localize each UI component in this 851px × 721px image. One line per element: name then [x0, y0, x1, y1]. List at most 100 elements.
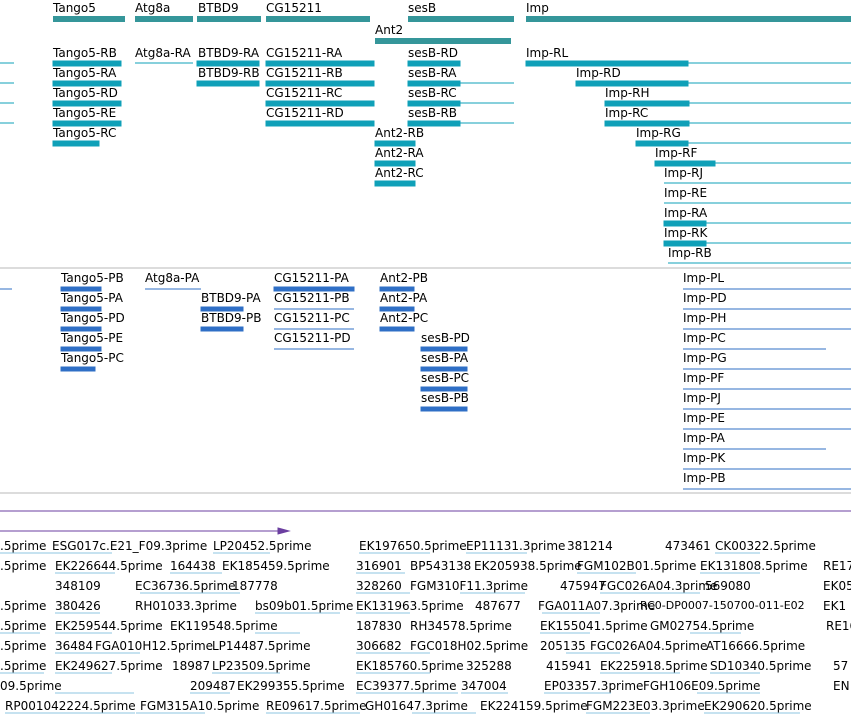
- gene-label-ant2[interactable]: Ant2: [375, 23, 404, 37]
- transcript-label[interactable]: Imp-RE: [664, 186, 708, 200]
- transcript-label[interactable]: Imp-RK: [664, 226, 708, 240]
- est-label[interactable]: 316901: [356, 559, 402, 573]
- est-label[interactable]: EK299355.5prime: [237, 679, 345, 693]
- transcript-label[interactable]: Tango5-RC: [53, 126, 117, 140]
- protein-label[interactable]: BTBD9-PA: [201, 291, 261, 305]
- transcript-label[interactable]: Atg8a-RA: [135, 46, 191, 60]
- est-label[interactable]: EK131963.5prime: [356, 599, 464, 613]
- protein-label[interactable]: Imp-PE: [683, 411, 725, 425]
- est-label[interactable]: EK259544.5prime: [55, 619, 163, 633]
- protein-label[interactable]: Atg8a-PA: [145, 271, 200, 285]
- est-label[interactable]: EC36736.5prime: [135, 579, 236, 593]
- est-label[interactable]: EK05: [823, 579, 851, 593]
- transcript-label[interactable]: sesB-RA: [408, 66, 457, 80]
- transcript-label[interactable]: CG15211-RD: [266, 106, 344, 120]
- protein-label[interactable]: CG15211-PC: [274, 311, 350, 325]
- est-label[interactable]: RE09617.5prime: [266, 699, 367, 713]
- protein-label[interactable]: CG15211-PA: [274, 271, 349, 285]
- est-label[interactable]: FGA010H12.5prime: [95, 639, 214, 653]
- est-label[interactable]: 18987: [172, 659, 211, 673]
- protein-label[interactable]: Ant2-PC: [380, 311, 429, 325]
- est-label[interactable]: EK197650.5prime: [359, 539, 467, 553]
- est-label[interactable]: 380426: [55, 599, 101, 613]
- protein-label[interactable]: CG15211-PD: [274, 331, 351, 345]
- gene-label-atg8a[interactable]: Atg8a: [135, 1, 171, 15]
- est-label[interactable]: RE16: [826, 619, 851, 633]
- est-label[interactable]: FGC026A04.5prime: [590, 639, 708, 653]
- est-label[interactable]: RC0-DP0007-150700-011-E02: [640, 599, 805, 612]
- est-label[interactable]: FGA011A07.3prime: [538, 599, 656, 613]
- est-label[interactable]: EK224159.5prime: [480, 699, 588, 713]
- est-label[interactable]: EK155041.5prime: [540, 619, 648, 633]
- gene-label-btbd9[interactable]: BTBD9: [198, 1, 239, 15]
- gene-label-imp[interactable]: Imp: [526, 1, 549, 15]
- est-label[interactable]: 325288: [466, 659, 512, 673]
- protein-label[interactable]: BTBD9-PB: [201, 311, 262, 325]
- est-label[interactable]: 187830: [356, 619, 402, 633]
- est-label[interactable]: EK205938.5prime: [474, 559, 582, 573]
- transcript-label[interactable]: Imp-RH: [605, 86, 650, 100]
- protein-label[interactable]: CG15211-PB: [274, 291, 350, 305]
- est-label[interactable]: EK119548.5prime: [170, 619, 278, 633]
- est-label[interactable]: 328260: [356, 579, 402, 593]
- est-label[interactable]: FGM310F11.3prime: [410, 579, 529, 593]
- transcript-label[interactable]: Tango5-RE: [53, 106, 117, 120]
- est-label[interactable]: 09.5prime: [0, 679, 62, 693]
- est-label[interactable]: 187778: [232, 579, 278, 593]
- est-label[interactable]: EP11131.3prime: [466, 539, 566, 553]
- gene-label-sesb[interactable]: sesB: [408, 1, 437, 15]
- protein-label[interactable]: Imp-PG: [683, 351, 727, 365]
- est-label[interactable]: LP14487.5prime: [212, 639, 311, 653]
- protein-label[interactable]: Tango5-PE: [61, 331, 124, 345]
- protein-label[interactable]: Imp-PH: [683, 311, 727, 325]
- est-label[interactable]: EC39377.5prime: [356, 679, 457, 693]
- est-label[interactable]: BP543138: [410, 559, 472, 573]
- transcript-label[interactable]: Ant2-RA: [375, 146, 424, 160]
- transcript-label[interactable]: Imp-RB: [668, 246, 712, 260]
- transcript-label[interactable]: Imp-RJ: [664, 166, 704, 180]
- transcript-label[interactable]: Imp-RC: [605, 106, 649, 120]
- est-label[interactable]: EK1: [823, 599, 847, 613]
- est-label[interactable]: 57: [833, 659, 849, 673]
- transcript-label[interactable]: Ant2-RC: [375, 166, 424, 180]
- est-label[interactable]: 487677: [475, 599, 521, 613]
- est-label[interactable]: 415941: [546, 659, 592, 673]
- est-label[interactable]: 205135: [540, 639, 586, 653]
- est-label[interactable]: RP001042224.5prime: [5, 699, 136, 713]
- est-label[interactable]: 569080: [705, 579, 751, 593]
- est-label[interactable]: 164438: [170, 559, 216, 573]
- est-label[interactable]: bs09b01.5prime: [255, 599, 354, 613]
- protein-label[interactable]: Imp-PD: [683, 291, 727, 305]
- protein-label[interactable]: Ant2-PB: [380, 271, 428, 285]
- protein-label[interactable]: Tango5-PD: [61, 311, 125, 325]
- protein-label[interactable]: Imp-PA: [683, 431, 725, 445]
- transcript-label[interactable]: Imp-RF: [655, 146, 698, 160]
- transcript-label[interactable]: sesB-RD: [408, 46, 459, 60]
- transcript-label[interactable]: Ant2-RB: [375, 126, 425, 140]
- est-label[interactable]: GH01647.3prime: [365, 699, 468, 713]
- transcript-label[interactable]: Tango5-RA: [53, 66, 117, 80]
- est-label[interactable]: 473461: [665, 539, 711, 553]
- est-label[interactable]: SD10340.5prime: [710, 659, 812, 673]
- gene-label-tango5[interactable]: Tango5: [53, 1, 96, 15]
- est-label[interactable]: GM02754.5prime: [650, 619, 755, 633]
- est-label[interactable]: 209487: [190, 679, 236, 693]
- protein-label[interactable]: sesB-PB: [421, 391, 469, 405]
- transcript-label[interactable]: Imp-RL: [526, 46, 569, 60]
- transcript-label[interactable]: Imp-RA: [664, 206, 708, 220]
- transcript-label[interactable]: BTBD9-RA: [198, 46, 260, 60]
- transcript-label[interactable]: BTBD9-RB: [198, 66, 260, 80]
- est-label[interactable]: EN: [833, 679, 850, 693]
- protein-label[interactable]: Tango5-PC: [61, 351, 124, 365]
- protein-label[interactable]: sesB-PC: [421, 371, 470, 385]
- est-label[interactable]: EK249627.5prime: [55, 659, 163, 673]
- est-label[interactable]: EK185459.5prime: [222, 559, 330, 573]
- est-label[interactable]: .5prime: [0, 619, 47, 633]
- est-label[interactable]: 347004: [461, 679, 507, 693]
- transcript-label[interactable]: Tango5-RD: [53, 86, 118, 100]
- est-label[interactable]: LP23509.5prime: [212, 659, 311, 673]
- est-label[interactable]: .5prime: [0, 599, 47, 613]
- protein-label[interactable]: Tango5-PB: [61, 271, 124, 285]
- est-label[interactable]: EK226644.5prime: [55, 559, 163, 573]
- est-label[interactable]: AT16666.5prime: [706, 639, 806, 653]
